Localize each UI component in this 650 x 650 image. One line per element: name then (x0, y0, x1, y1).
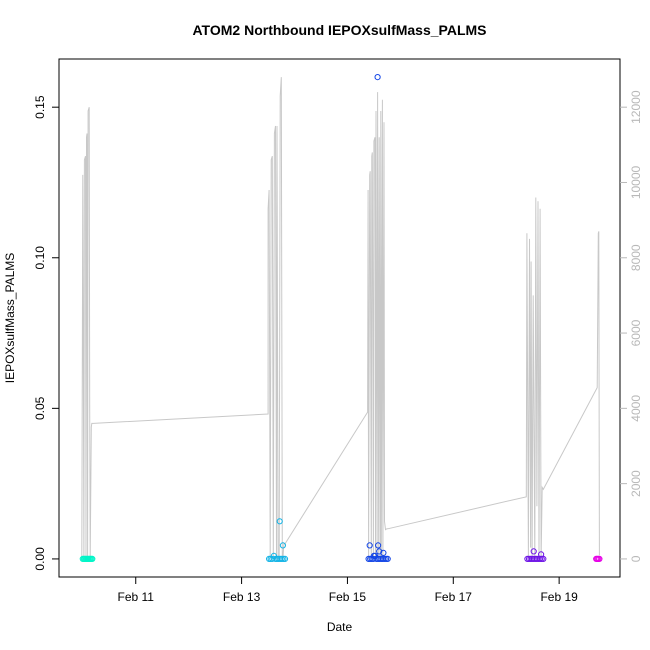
y-right-tick-label: 8000 (629, 244, 643, 271)
x-tick-label: Feb 17 (435, 590, 473, 604)
data-point-flight-3 (380, 549, 387, 557)
y-axis-right: 0 2000 4000 6000 8000 10000 12000 (620, 90, 643, 562)
data-point-flight-1 (89, 555, 96, 563)
y-right-tick-label: 6000 (629, 319, 643, 346)
points-layer (79, 74, 603, 563)
data-point-flight-4 (530, 548, 537, 555)
x-tick-label: Feb 19 (540, 590, 578, 604)
plot-frame (58, 58, 621, 578)
data-point-flight-3 (366, 542, 373, 549)
data-point-flight-3 (375, 542, 382, 549)
data-point-flight-3 (370, 552, 377, 560)
data-point-flight-3 (374, 74, 381, 81)
x-axis-label: Date (327, 620, 353, 634)
data-point-flight-3 (384, 555, 391, 563)
x-tick-label: Feb 11 (118, 590, 155, 604)
y-right-tick-label: 12000 (629, 90, 643, 124)
data-point-flight-2 (279, 542, 286, 549)
chart-title: ATOM2 Northbound IEPOXsulfMass_PALMS (192, 22, 486, 38)
data-point-flight-5 (596, 555, 603, 563)
y-left-tick-label: 0.15 (33, 95, 47, 119)
data-point-flight-3 (376, 548, 383, 555)
altitude-layer (81, 77, 600, 560)
data-point-flight-2 (281, 555, 289, 563)
y-right-tick-label: 10000 (629, 165, 643, 199)
data-point-flight-4 (538, 551, 545, 558)
x-tick-label: Feb 13 (223, 590, 261, 604)
data-point-flight-2 (276, 518, 283, 525)
x-tick-label: Feb 15 (329, 590, 367, 604)
y-left-tick-label: 0.00 (33, 547, 47, 571)
y-right-tick-label: 2000 (629, 470, 643, 497)
altitude-line (81, 77, 600, 560)
y-right-tick-label: 0 (629, 555, 643, 562)
y-right-tick-label: 4000 (629, 395, 643, 422)
y-axis-label: IEPOXsulfMass_PALMS (3, 253, 17, 384)
y-left-tick-label: 0.05 (33, 396, 47, 420)
x-axis: Feb 11 Feb 13 Feb 15 Feb 17 Feb 19 (118, 577, 578, 604)
y-left-tick-label: 0.10 (33, 246, 47, 270)
y-axis-left: 0.00 0.05 0.10 0.15 (33, 95, 59, 571)
